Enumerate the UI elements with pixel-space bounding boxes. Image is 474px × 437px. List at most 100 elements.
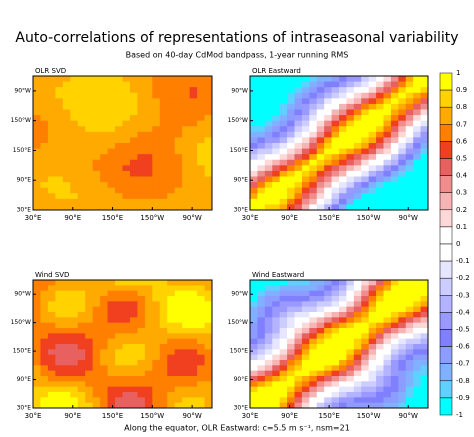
field-cell: [33, 290, 41, 297]
field-cell: [85, 381, 94, 388]
field-cell: [167, 370, 176, 377]
field-cell: [331, 312, 340, 318]
field-cell: [353, 290, 362, 297]
field-cell: [137, 392, 146, 398]
field-cell: [301, 159, 310, 166]
field-cell: [204, 193, 213, 200]
field-cell: [47, 296, 56, 302]
field-cell: [137, 296, 146, 302]
field-cell: [376, 296, 384, 302]
field-cell: [137, 280, 146, 286]
field-cell: [167, 154, 176, 161]
field-cell: [197, 285, 205, 292]
field-cell: [301, 333, 310, 340]
field-cell: [85, 187, 94, 194]
field-cell: [70, 301, 79, 308]
field-cell: [257, 103, 266, 110]
field-cell: [122, 397, 131, 404]
field-cell: [353, 333, 362, 340]
field-cell: [137, 349, 146, 356]
field-cell: [309, 170, 318, 177]
field-cell: [257, 143, 266, 149]
field-cell: [353, 344, 362, 350]
field-cell: [420, 182, 429, 189]
field-cell: [264, 344, 273, 350]
field-cell: [420, 402, 429, 409]
field-cell: [294, 115, 303, 122]
field-cell: [159, 365, 168, 372]
field-cell: [264, 328, 273, 334]
field-cell: [55, 126, 64, 133]
field-cell: [115, 338, 123, 345]
field-cell: [413, 193, 421, 200]
field-cell: [279, 109, 288, 116]
colorbar-swatch: [439, 277, 453, 296]
field-cell: [55, 159, 64, 166]
field-cell: [279, 349, 288, 356]
field-cell: [361, 397, 370, 404]
field-cell: [405, 159, 414, 166]
field-cell: [257, 159, 266, 166]
field-cell: [167, 170, 176, 177]
field-cell: [144, 176, 153, 183]
field-cell: [92, 290, 101, 297]
field-cell: [137, 182, 146, 189]
field-cell: [167, 285, 176, 292]
field-cell: [257, 198, 266, 205]
field-cell: [279, 176, 288, 183]
field-cell: [182, 392, 191, 398]
field-cell: [405, 328, 414, 334]
field-cell: [152, 81, 161, 88]
field-cell: [287, 344, 295, 350]
field-cell: [324, 354, 332, 361]
field-cell: [85, 296, 94, 302]
field-cell: [272, 109, 281, 116]
field-cell: [316, 81, 325, 88]
field-cell: [167, 296, 176, 302]
field-cell: [398, 109, 407, 116]
field-cell: [77, 312, 86, 318]
field-cell: [316, 386, 325, 393]
field-cell: [339, 126, 347, 133]
field-cell: [129, 306, 138, 313]
field-cell: [383, 397, 392, 404]
field-cell: [331, 126, 340, 133]
field-cell: [62, 148, 71, 155]
field-cell: [55, 204, 64, 211]
field-cell: [383, 137, 392, 144]
panel-title: Wind Eastward: [252, 271, 304, 279]
field-cell: [100, 312, 108, 318]
field-cell: [353, 306, 362, 313]
field-cell: [40, 354, 49, 361]
field-cell: [272, 381, 281, 388]
field-cell: [33, 402, 41, 409]
field-cell: [257, 109, 266, 116]
field-cell: [174, 159, 183, 166]
field-cell: [287, 280, 295, 286]
y-tick-label: 30°E: [17, 207, 32, 214]
field-cell: [390, 204, 399, 211]
field-cell: [62, 126, 71, 133]
field-cell: [250, 322, 258, 329]
field-cell: [413, 126, 421, 133]
field-cell: [346, 386, 355, 393]
field-cell: [159, 301, 168, 308]
field-cell: [346, 148, 355, 155]
field-cell: [70, 170, 79, 177]
field-cell: [346, 402, 355, 409]
field-cell: [346, 115, 355, 122]
field-cell: [107, 370, 116, 377]
field-cell: [390, 306, 399, 313]
field-cell: [346, 306, 355, 313]
field-cell: [174, 193, 183, 200]
field-cell: [167, 333, 176, 340]
field-cell: [107, 296, 116, 302]
field-cell: [420, 296, 429, 302]
field-cell: [361, 87, 370, 94]
field-cell: [197, 87, 205, 94]
colorbar-label: -0.7: [456, 360, 470, 368]
field-cell: [353, 285, 362, 292]
field-cell: [40, 344, 49, 350]
field-cell: [189, 338, 198, 345]
field-cell: [62, 182, 71, 189]
